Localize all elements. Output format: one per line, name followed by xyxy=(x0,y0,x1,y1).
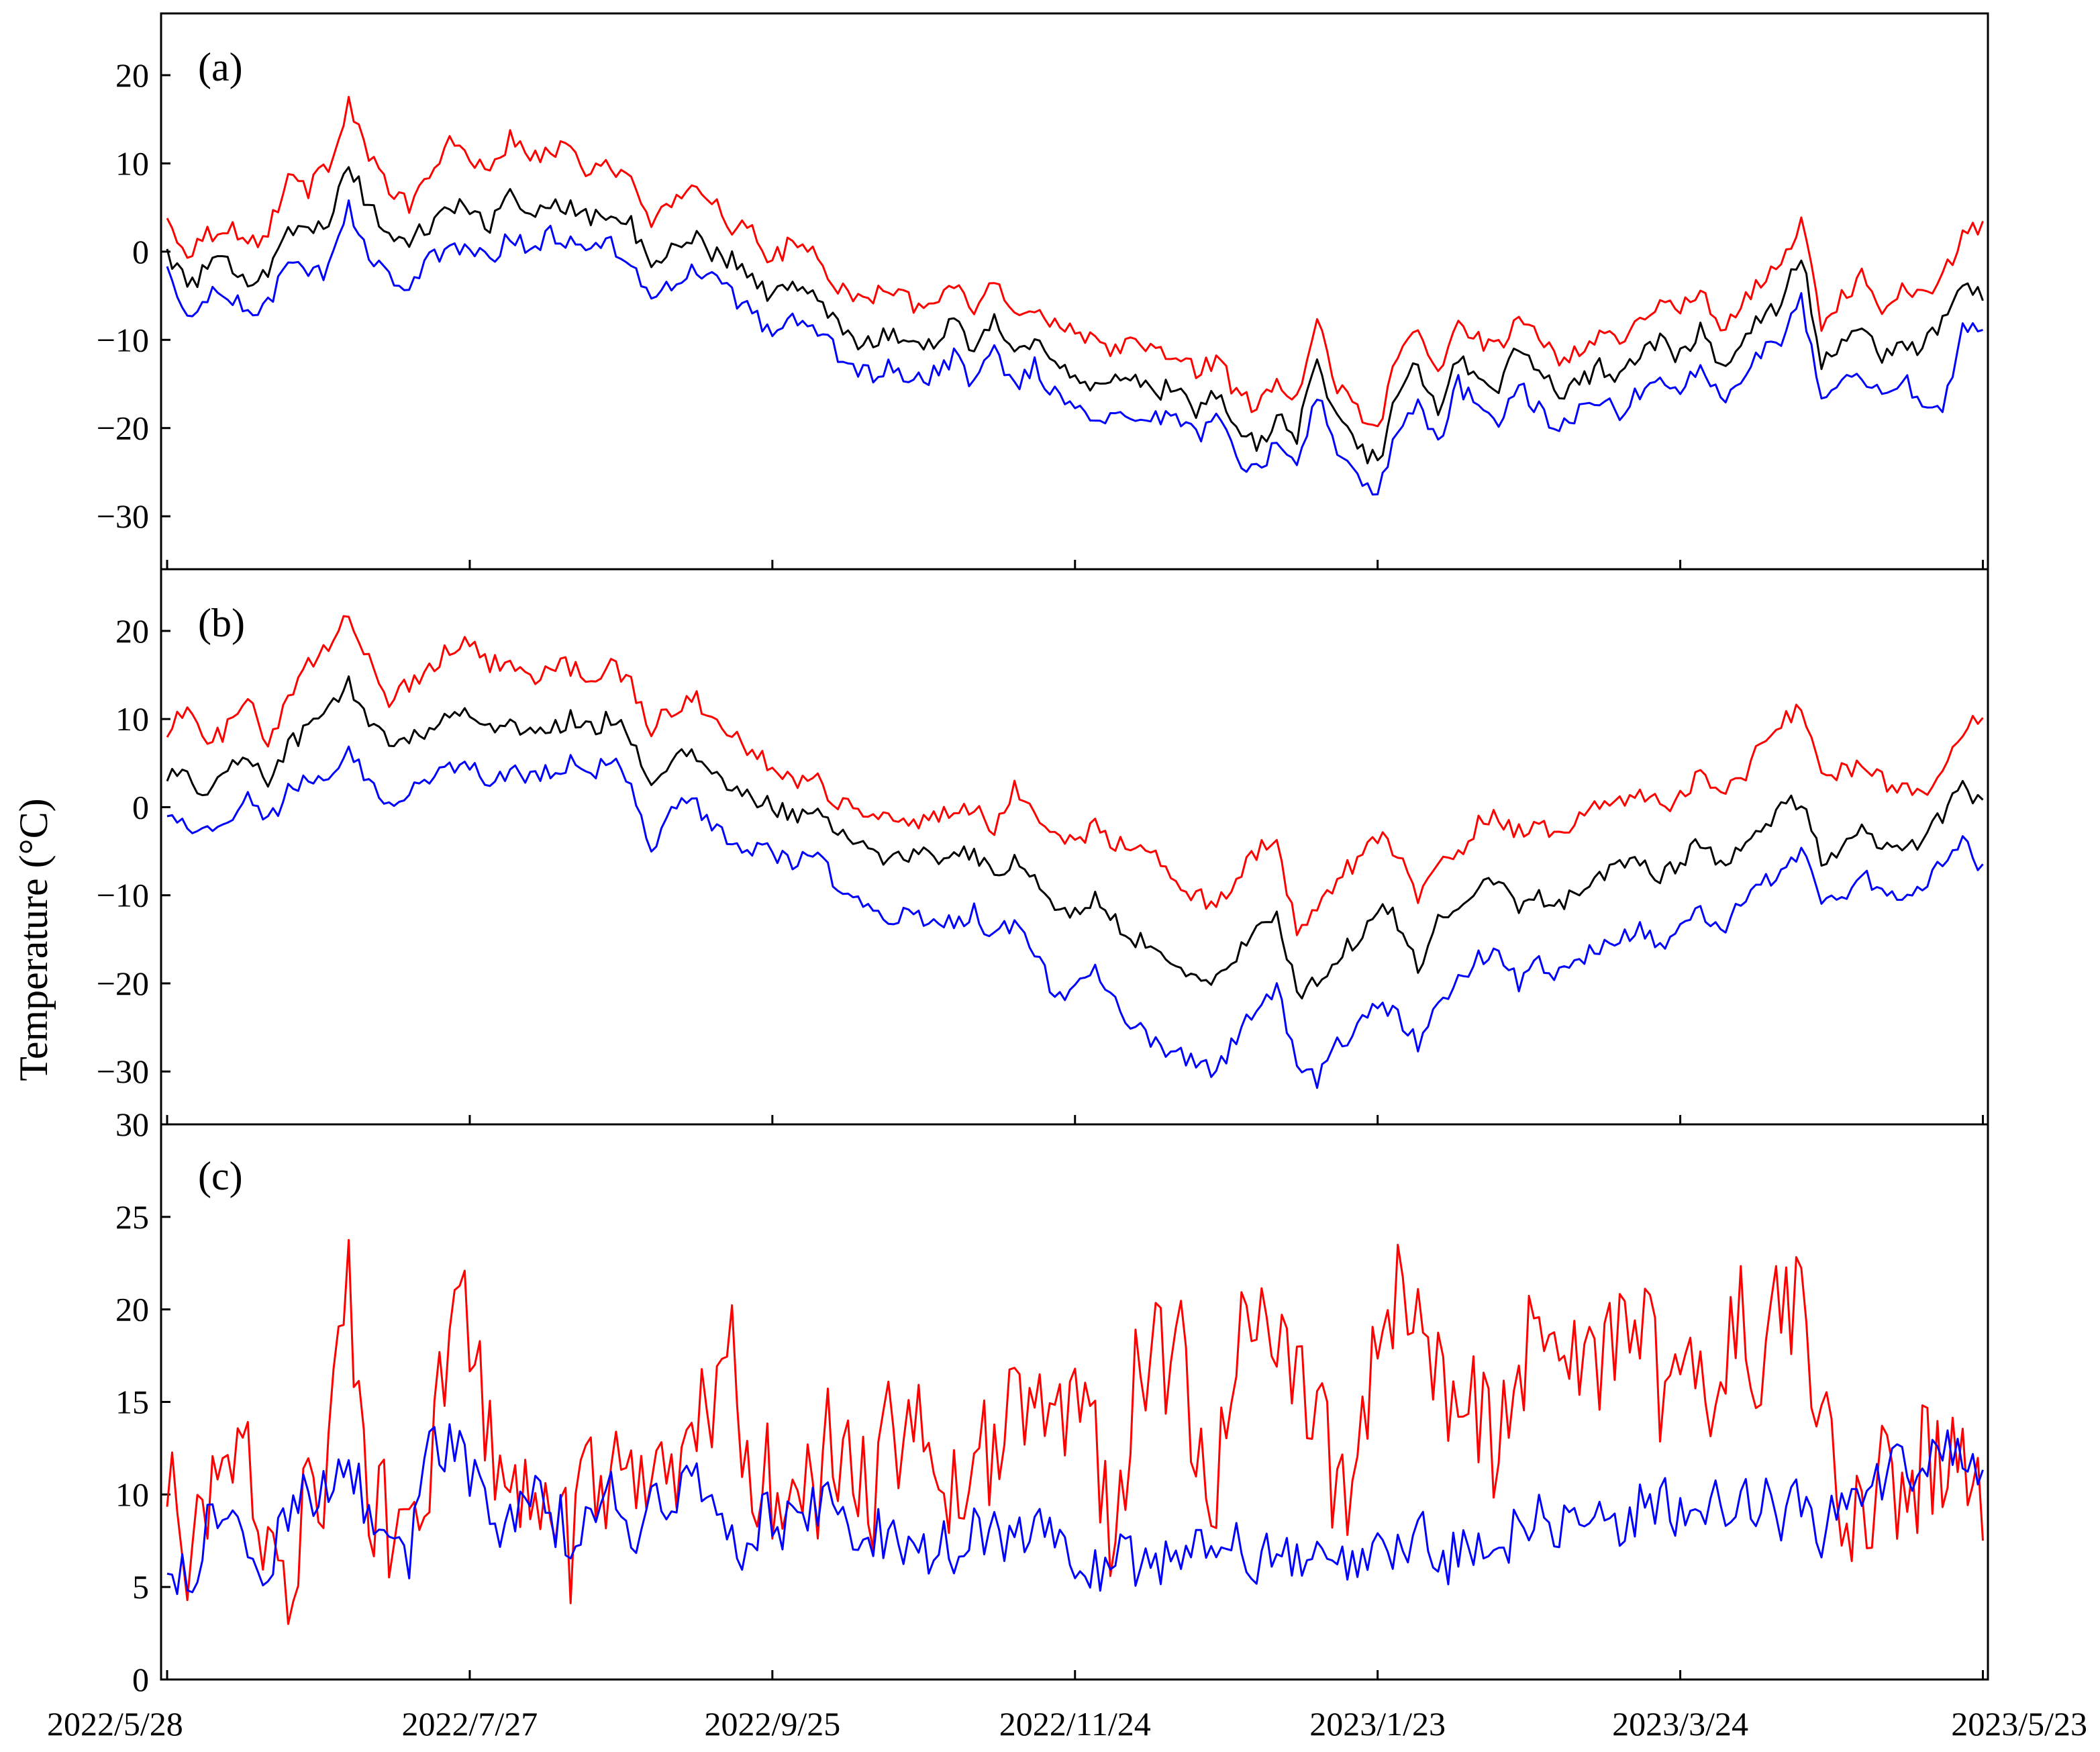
x-tick-label: 2023/5/23 xyxy=(1951,1705,2087,1743)
y-tick-label: 0 xyxy=(132,1661,149,1698)
series-line-range-blue xyxy=(166,1423,1984,1596)
series-line-min xyxy=(166,745,1984,1089)
x-tick-label: 2022/5/28 xyxy=(47,1705,183,1743)
series-line-max xyxy=(166,95,1984,428)
y-tick-label: 5 xyxy=(132,1568,149,1606)
panel-a: (a) 20 10 0 −10 −20 −30 xyxy=(97,12,1989,571)
panel-label-b: (b) xyxy=(198,601,245,645)
series-line-min xyxy=(166,199,1983,496)
x-tick-label: 2023/3/24 xyxy=(1612,1705,1748,1743)
y-axis-title: Temperature (°C) xyxy=(11,798,56,1081)
series-line-range-red xyxy=(166,1238,1984,1625)
y-tick-label: 10 xyxy=(115,1475,149,1513)
y-tick-label: −10 xyxy=(97,877,149,914)
series-line-mean xyxy=(166,166,1984,465)
y-tick-label: −30 xyxy=(97,1053,149,1090)
x-axis: 2022/5/28 2022/7/27 2022/9/25 2022/11/24… xyxy=(47,1705,2087,1743)
y-tick-label: 10 xyxy=(115,700,149,738)
panel-label-a: (a) xyxy=(198,45,243,89)
x-tick-label: 2022/11/24 xyxy=(999,1705,1151,1743)
y-tick-label: 15 xyxy=(115,1383,149,1421)
y-tick-label: 20 xyxy=(115,56,149,94)
panel-label-c: (c) xyxy=(198,1154,243,1198)
y-tick-label: −10 xyxy=(97,321,149,358)
x-tick-label: 2023/1/23 xyxy=(1309,1705,1446,1743)
y-tick-label: −20 xyxy=(97,409,149,447)
y-tick-label: 30 xyxy=(115,1106,149,1143)
panel-b: (b) 20 10 0 −10 −20 −30 xyxy=(97,568,1989,1126)
y-tick-label: −30 xyxy=(97,497,149,535)
y-tick-label: 20 xyxy=(115,612,149,650)
series-line-max xyxy=(166,615,1984,936)
panel-c: (c) 30 25 20 15 10 5 0 xyxy=(115,1106,1989,1698)
y-tick-label: 10 xyxy=(115,144,149,182)
y-tick-label: 20 xyxy=(115,1291,149,1328)
y-tick-label: 0 xyxy=(132,233,149,271)
x-tick-label: 2022/9/25 xyxy=(704,1705,840,1743)
y-tick-label: −20 xyxy=(97,965,149,1002)
x-tick-label: 2022/7/27 xyxy=(402,1705,538,1743)
y-tick-label: 25 xyxy=(115,1198,149,1236)
y-tick-label: 0 xyxy=(132,788,149,826)
series-line-mean xyxy=(166,675,1984,1000)
